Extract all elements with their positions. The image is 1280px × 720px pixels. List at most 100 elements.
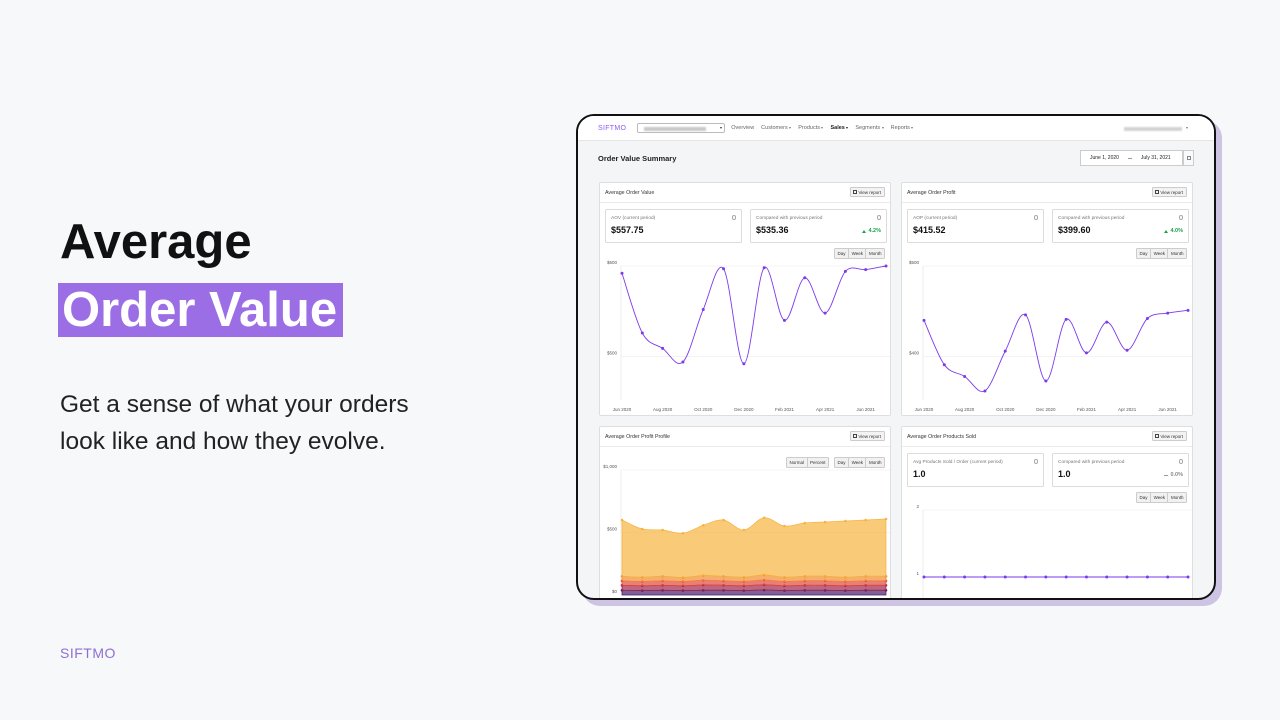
trend-arrow-up [1164, 229, 1169, 233]
toggle-button[interactable]: Week [1150, 249, 1168, 258]
chart: $500 $600 Jun 2020 Aug 2020 Oct 2020 Dec 2020… [607, 260, 890, 412]
toggle-button[interactable]: Day [1137, 493, 1151, 502]
point [1084, 575, 1088, 579]
nav-item[interactable]: Customers [761, 125, 792, 131]
caret [821, 126, 824, 129]
nav-item[interactable]: Products [798, 125, 824, 131]
y-tick-label: $1,000 [603, 464, 617, 469]
toggle-bar: Day Week Month [1136, 248, 1187, 259]
nav-item[interactable]: Segments [855, 125, 884, 131]
headline: Average [60, 215, 252, 269]
point [1125, 348, 1129, 352]
x-tick-label: Feb 2021 [775, 407, 795, 412]
point [942, 575, 946, 579]
metric-value: $415.52 [913, 225, 946, 235]
panel: Average Order Profit Profile View report N… [599, 426, 891, 598]
point [661, 346, 665, 350]
toggle-button[interactable]: Day [835, 249, 849, 258]
x-tick-label: Oct 2020 [996, 407, 1015, 412]
nav-item[interactable]: Reports [891, 125, 914, 131]
x-tick-label: Jun 2020 [915, 407, 934, 412]
toggle-button[interactable]: Day [835, 458, 849, 467]
y-tick-label: $600 [607, 260, 618, 265]
panel: Average Order Value View report AOV (curre… [599, 182, 891, 416]
user-caret [1185, 125, 1188, 131]
toggle-button[interactable]: Week [848, 249, 866, 258]
toggle-group: Day Week Month [1136, 492, 1187, 503]
view-report-button[interactable]: View report [1152, 431, 1187, 441]
caret [789, 126, 792, 129]
toggle-button[interactable]: Day [1137, 249, 1151, 258]
button-label: View report [1160, 433, 1183, 439]
metric-value: $557.75 [611, 225, 644, 235]
point [1024, 313, 1028, 317]
calendar-icon [1186, 156, 1191, 160]
caret [1186, 126, 1188, 129]
toggle-button[interactable]: Normal [787, 458, 807, 467]
point [844, 519, 847, 523]
toggle-bar: Normal Percent Day Week Month [786, 457, 885, 468]
point [803, 521, 807, 525]
nav-item[interactable]: Overview [731, 125, 755, 131]
x-tick-label: Aug 2020 [653, 407, 673, 412]
metric-change: 4.2% [862, 228, 881, 234]
nav-item[interactable]: Sales [830, 125, 849, 131]
view-report-button[interactable]: View report [850, 187, 885, 197]
view-report-button[interactable]: View report [1152, 187, 1187, 197]
point [1166, 575, 1170, 579]
x-tick-label: Feb 2021 [1077, 407, 1097, 412]
calendar-icon [1155, 434, 1159, 438]
store-select[interactable] [637, 123, 726, 133]
point [1145, 575, 1149, 579]
select-caret [719, 124, 723, 132]
x-tick-label: Oct 2020 [694, 407, 713, 412]
metric-card: Compared with previous period 1.0 0.0% [1052, 453, 1189, 487]
point [864, 518, 867, 522]
info-icon [1033, 215, 1038, 220]
metric-card: Compared with previous period $399.60 4.0% [1052, 209, 1189, 243]
metric-value: $399.60 [1058, 225, 1091, 235]
point [942, 363, 946, 367]
toggle-button[interactable]: Month [1167, 493, 1186, 502]
point [782, 318, 786, 322]
metric-change-value: 4.2% [868, 228, 881, 234]
point [922, 575, 926, 579]
date-range[interactable]: June 1, 2020 July 31, 2021 [1080, 150, 1183, 166]
user-menu[interactable] [1124, 126, 1188, 131]
point [963, 575, 967, 579]
point [843, 269, 847, 273]
point [722, 518, 725, 522]
toggle-button[interactable]: Week [1150, 493, 1168, 502]
panel-title: Average Order Value [605, 190, 655, 196]
toggle-button[interactable]: Percent [806, 458, 829, 467]
point [762, 266, 766, 270]
point [1125, 575, 1129, 579]
logo[interactable]: SIFTMO [598, 124, 627, 132]
x-tick-label: Aug 2020 [955, 407, 975, 412]
brand: SIFTMO [60, 645, 116, 661]
toggle-button[interactable]: Week [848, 458, 866, 467]
x-tick-label: Jun 2021 [1158, 407, 1177, 412]
date-separator [1127, 157, 1132, 159]
x-tick-label: Jun 2020 [613, 407, 632, 412]
toggle-bar: Day Week Month [834, 248, 885, 259]
point [803, 276, 807, 280]
date-start: June 1, 2020 [1090, 155, 1119, 161]
calendar-button[interactable] [1183, 150, 1194, 166]
x-tick-label: Apr 2021 [1118, 407, 1137, 412]
toggle-button[interactable]: Month [1167, 249, 1186, 258]
button-label: View report [1160, 189, 1183, 195]
metric-label: Compared with previous period [1058, 460, 1125, 465]
info-icon [1178, 215, 1183, 220]
metric-value: 1.0 [913, 469, 926, 479]
point [1084, 351, 1088, 355]
panel-header: Average Order Profit View report [902, 183, 1192, 203]
toggle-button[interactable]: Month [865, 249, 884, 258]
toggle-button[interactable]: Month [865, 458, 884, 467]
metric-card: Compared with previous period $535.36 4.2% [750, 209, 887, 243]
info-icon [1033, 459, 1038, 464]
point [823, 520, 827, 524]
line [923, 309, 1189, 393]
view-report-button[interactable]: View report [850, 431, 885, 441]
